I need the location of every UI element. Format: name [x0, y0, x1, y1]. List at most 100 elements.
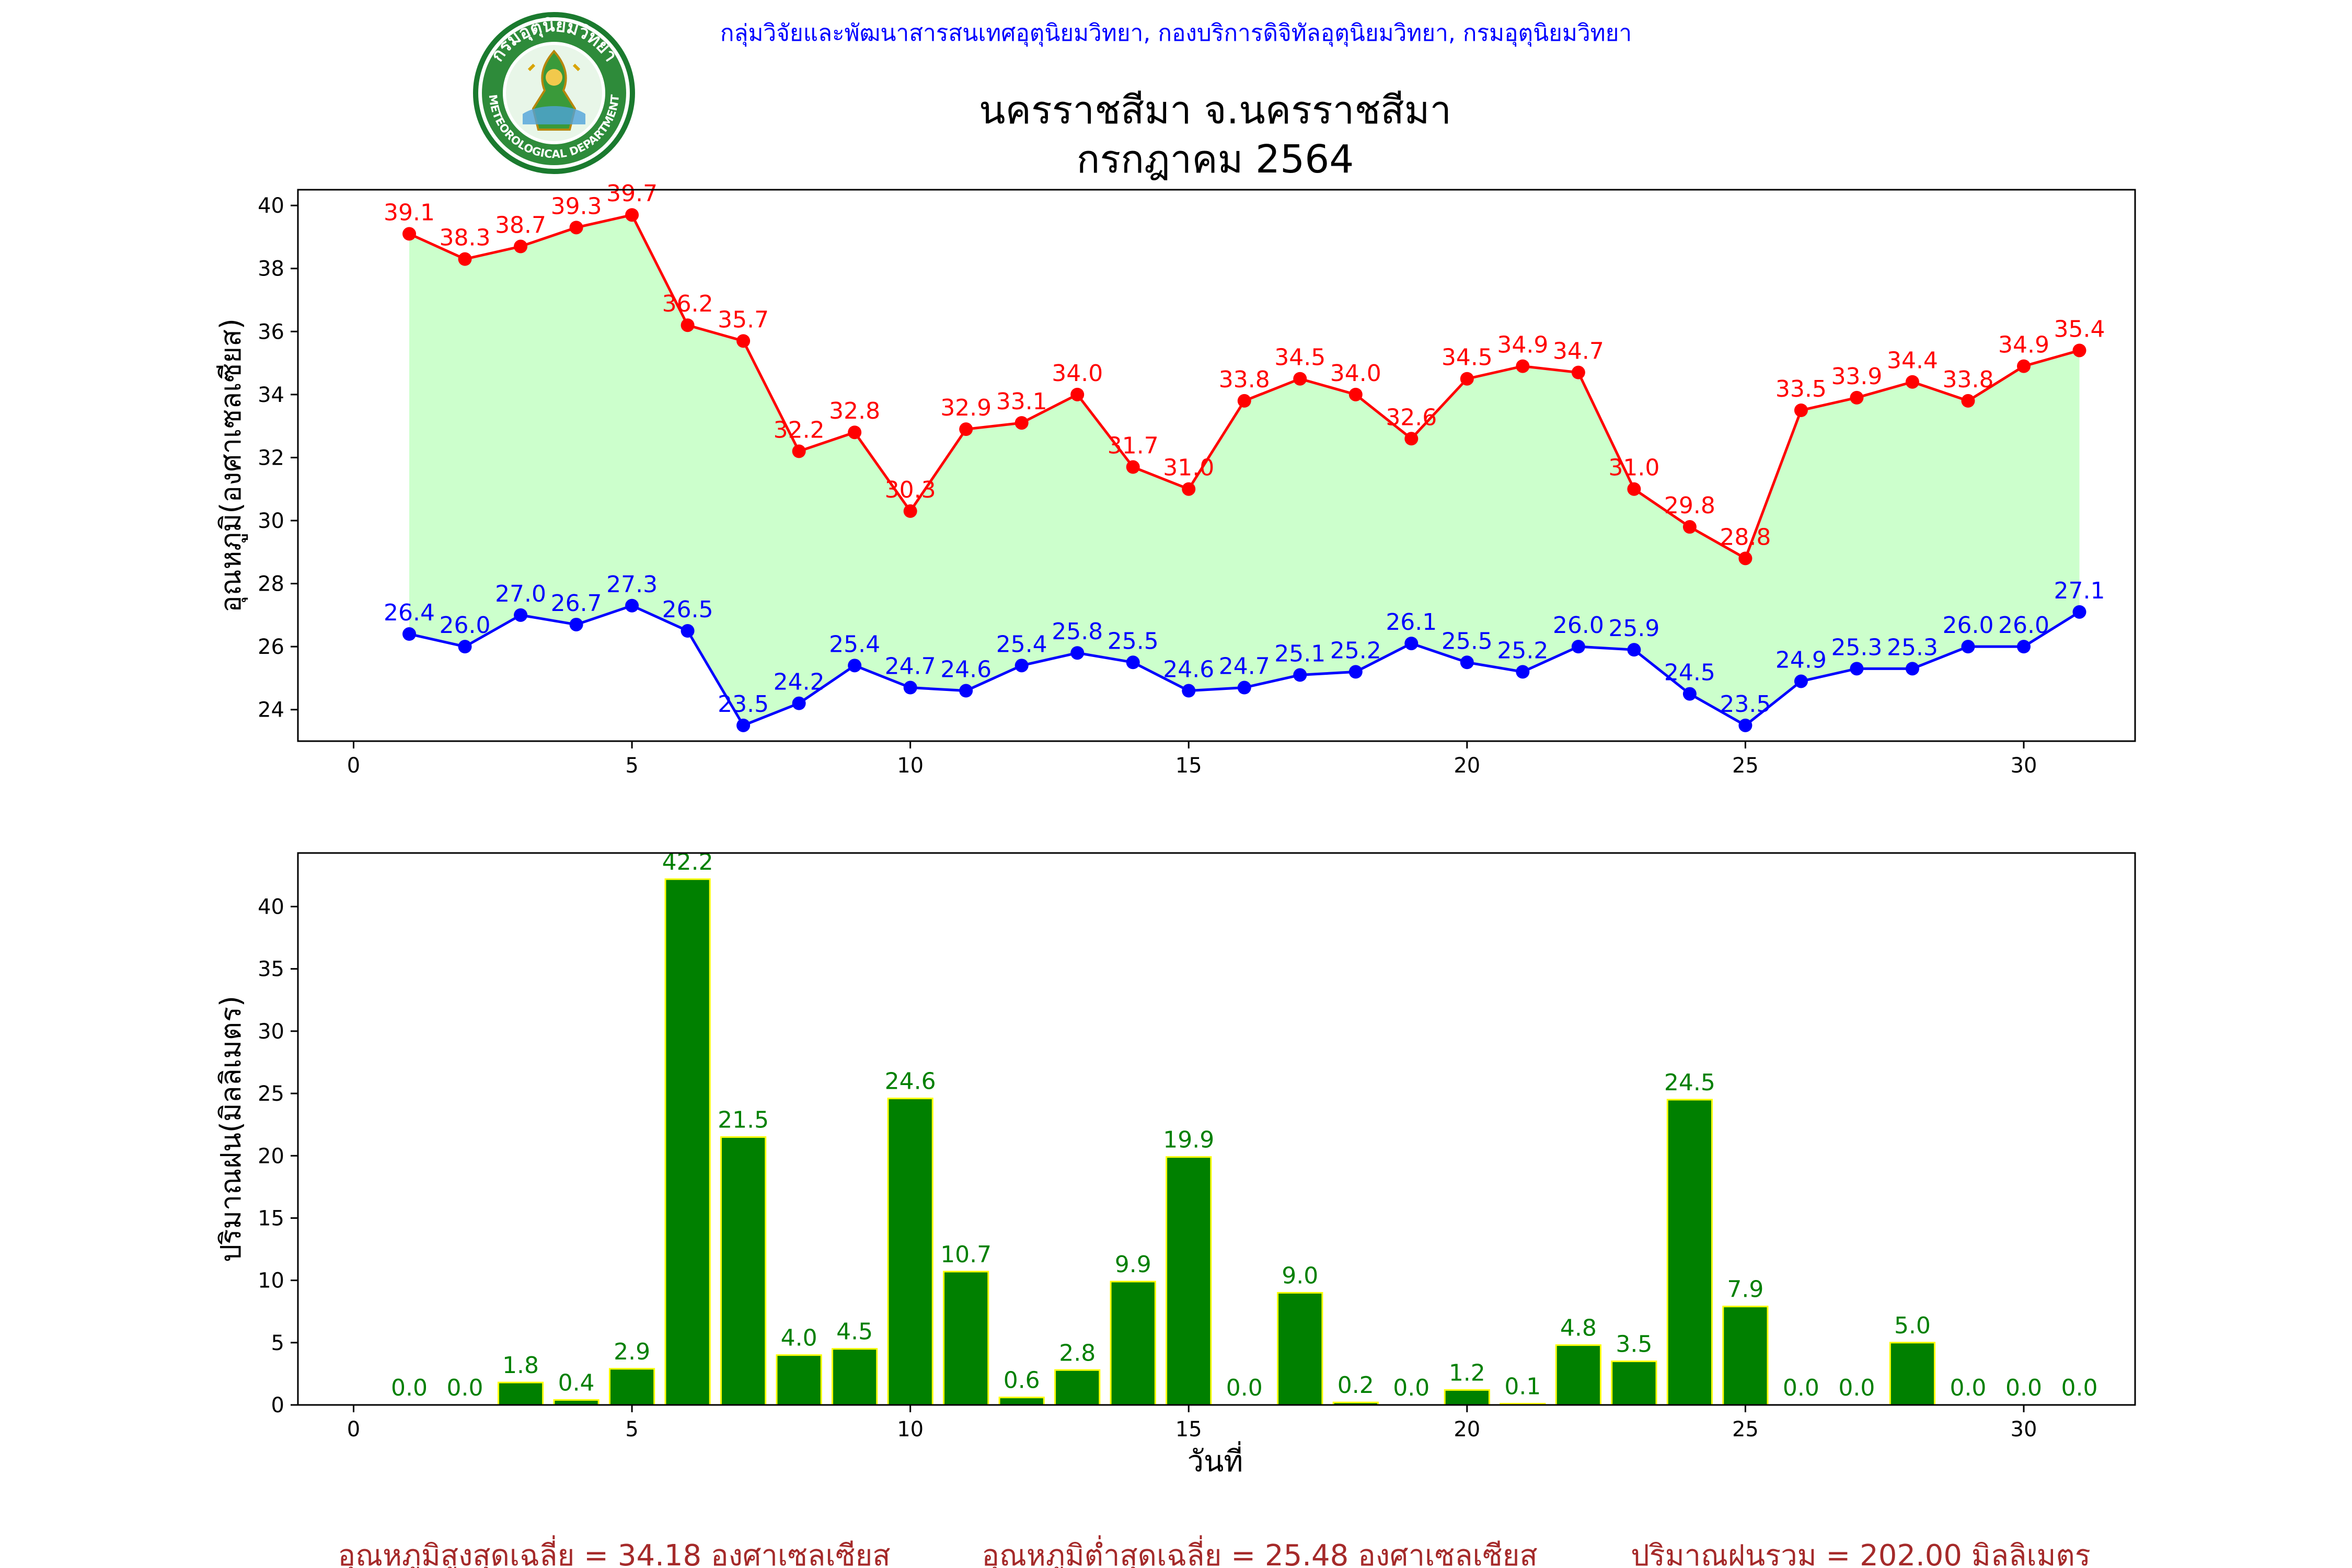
rainfall-bar — [1611, 1361, 1657, 1406]
data-point-max — [625, 208, 639, 222]
y-tick-label: 28 — [258, 572, 284, 596]
rainfall-bar — [1555, 1344, 1601, 1406]
rainfall-bar — [1444, 1389, 1490, 1406]
data-label-min: 27.1 — [2054, 578, 2105, 604]
rainfall-data-label: 19.9 — [1163, 1127, 1214, 1154]
x-tick-label: 30 — [2011, 754, 2037, 778]
rainfall-bar — [1666, 1099, 1713, 1406]
rainfall-bar — [497, 1381, 544, 1406]
rainfall-panel: 0.0 0.01.80.42.942.221.54.0 4.524.610.70.6… — [214, 849, 2136, 1479]
rainfall-bar — [776, 1354, 822, 1406]
x-tick-label: 30 — [2011, 1417, 2037, 1442]
data-point-min — [903, 681, 917, 695]
data-point-max — [1682, 520, 1697, 534]
data-label-min: 26.7 — [551, 590, 602, 617]
data-label-min: 24.7 — [1219, 653, 1270, 680]
data-label-max: 32.8 — [829, 398, 880, 424]
data-point-min — [402, 627, 417, 641]
rainfall-bar — [720, 1136, 767, 1406]
rainfall-bar — [998, 1397, 1045, 1406]
data-label-min: 25.4 — [829, 631, 880, 658]
data-label-min: 25.9 — [1608, 615, 1659, 642]
data-point-max — [1905, 375, 1919, 389]
data-label-min: 26.1 — [1386, 609, 1437, 636]
data-label-max: 33.9 — [1831, 363, 1882, 390]
data-label-min: 27.0 — [495, 581, 546, 607]
y-tick-label: 30 — [258, 509, 284, 533]
meteorological-department-seal-icon: กรมอุตุนิยมวิทยา METEOROLOGICAL DEPARTME… — [473, 12, 635, 174]
data-point-min — [1070, 646, 1085, 660]
data-point-min — [1794, 674, 1808, 688]
rainfall-data-label: 2.9 — [614, 1339, 650, 1365]
data-label-min: 25.4 — [996, 631, 1047, 658]
data-label-max: 33.8 — [1219, 366, 1270, 393]
rainfall-data-label: 0.0 — [391, 1375, 428, 1401]
data-point-max — [1627, 482, 1641, 496]
data-point-min — [514, 608, 528, 622]
data-label-min: 23.5 — [1720, 691, 1771, 718]
rainfall-bar — [1277, 1292, 1323, 1406]
data-label-min: 24.6 — [1163, 656, 1214, 683]
temperature-y-ticks: 24 26 28 30 32 34 36 38 40 — [258, 194, 298, 722]
y-tick-label: 20 — [258, 1144, 284, 1168]
data-label-max: 39.3 — [551, 193, 602, 220]
data-point-min — [681, 624, 695, 638]
temperature-data-labels: 39.138.3 38.739.3 39.7 36.235.7 32.232.8 30.3… — [384, 180, 2105, 718]
data-label-min: 24.2 — [774, 669, 825, 696]
average-max-temperature: อุณหภูมิสูงสุดเฉลี่ย = 34.18 องศาเซลเซีย… — [338, 1535, 890, 1568]
data-label-max: 33.5 — [1775, 376, 1827, 402]
y-tick-label: 40 — [258, 895, 284, 919]
organization-line: กลุ่มวิจัยและพัฒนาสารสนเทศอุตุนิยมวิทยา,… — [720, 20, 1632, 47]
data-label-max: 39.1 — [384, 199, 435, 226]
rainfall-data-label: 0.0 — [1838, 1375, 1875, 1401]
data-point-max — [458, 252, 472, 266]
data-point-min — [1014, 659, 1029, 673]
rainfall-bar — [1889, 1342, 1936, 1406]
average-min-temperature: อุณหภูมิต่ำสุดเฉลี่ย = 25.48 องศาเซลเซีย… — [982, 1535, 1537, 1568]
data-label-max: 34.9 — [1998, 332, 2049, 359]
rainfall-data-label: 1.8 — [502, 1352, 539, 1379]
data-point-min — [1293, 668, 1307, 682]
rainfall-data-label: 4.0 — [781, 1325, 817, 1352]
data-point-max — [1961, 394, 1975, 408]
data-label-min: 26.4 — [384, 599, 435, 626]
y-tick-label: 35 — [258, 958, 284, 982]
y-tick-label: 36 — [258, 320, 284, 344]
temperature-panel: 39.138.3 38.739.3 39.7 36.235.7 32.232.8 30.3… — [214, 180, 2136, 778]
data-point-min — [1237, 681, 1251, 695]
data-point-min — [792, 696, 806, 710]
data-label-max: 38.7 — [495, 212, 546, 239]
data-point-max — [1794, 403, 1808, 417]
data-point-max — [1404, 432, 1419, 446]
data-point-min — [458, 640, 472, 654]
x-tick-label: 5 — [625, 754, 638, 778]
rainfall-bar — [1054, 1369, 1101, 1406]
data-point-min — [848, 659, 862, 673]
data-label-min: 26.0 — [1942, 612, 1993, 639]
data-point-max — [569, 221, 583, 235]
data-label-min: 25.1 — [1274, 640, 1325, 667]
data-point-min — [1348, 665, 1363, 679]
data-label-max: 35.4 — [2054, 316, 2105, 342]
data-label-max: 31.0 — [1163, 455, 1214, 481]
data-label-min: 24.7 — [885, 653, 936, 680]
y-tick-label: 38 — [258, 257, 284, 281]
data-point-max — [1293, 372, 1307, 386]
data-point-max — [959, 422, 973, 436]
x-tick-label: 25 — [1732, 754, 1759, 778]
data-point-max — [1182, 482, 1196, 496]
y-tick-label: 5 — [271, 1331, 284, 1355]
data-point-max — [2016, 359, 2031, 373]
data-label-min: 24.5 — [1664, 660, 1715, 686]
rainfall-data-label: 7.9 — [1727, 1276, 1763, 1303]
data-point-max — [402, 227, 417, 241]
y-tick-label: 24 — [258, 698, 284, 722]
rainfall-plot-frame — [297, 852, 2136, 1406]
data-label-max: 29.8 — [1664, 492, 1715, 519]
data-label-min: 25.5 — [1108, 628, 1159, 654]
data-point-min — [1571, 640, 1585, 654]
data-label-max: 34.7 — [1553, 338, 1604, 365]
data-point-max — [1126, 460, 1140, 474]
data-point-min — [1905, 662, 1919, 676]
data-point-max — [2072, 343, 2086, 358]
